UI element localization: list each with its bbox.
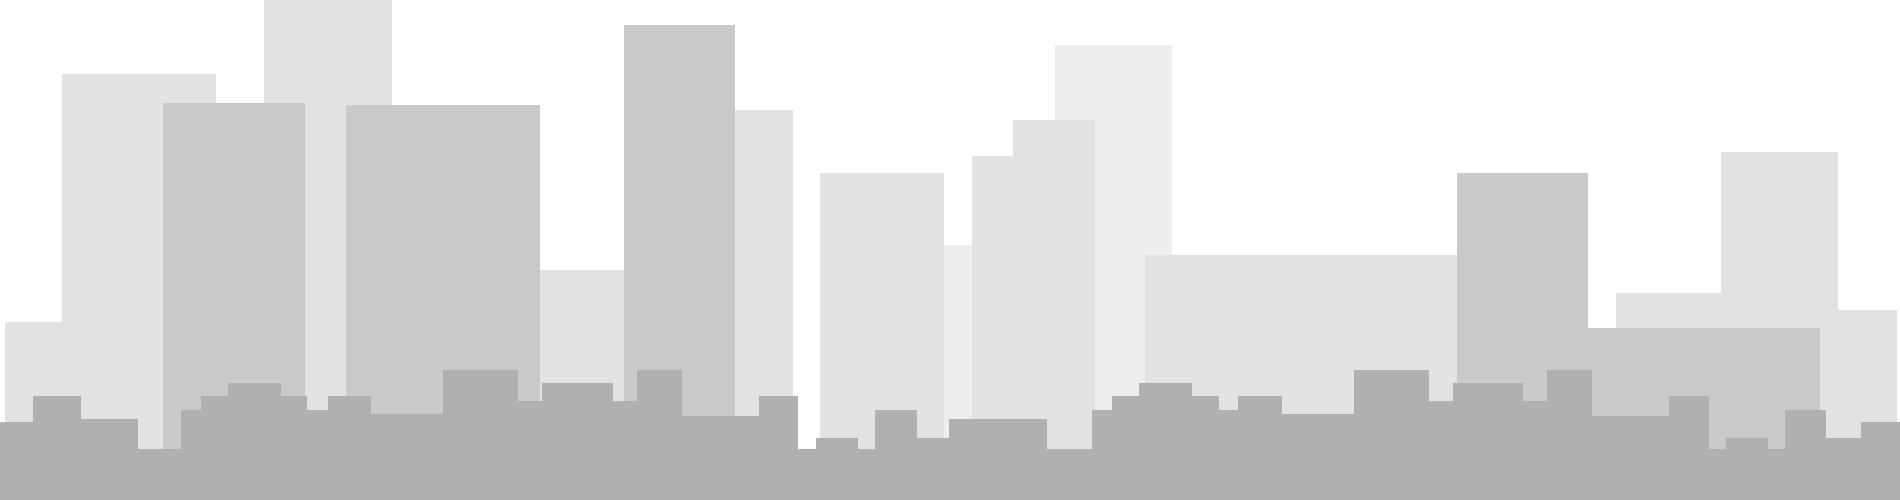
building-shape [1139, 383, 1192, 500]
building-shape [1238, 396, 1282, 500]
building-shape [637, 370, 682, 500]
building-shape [1453, 383, 1523, 500]
building-shape [137, 449, 181, 500]
building-shape [443, 370, 518, 500]
building-shape [816, 438, 858, 500]
building-shape [759, 396, 798, 500]
building-shape [1669, 396, 1709, 500]
building-shape [81, 419, 138, 500]
building-shape [990, 419, 1047, 500]
building-shape [1547, 370, 1592, 500]
building-shape [1861, 422, 1900, 500]
building-shape [0, 422, 34, 500]
building-shape [1592, 416, 1669, 500]
building-shape [949, 419, 990, 500]
building-shape [371, 414, 443, 500]
building-shape [1726, 438, 1768, 500]
building-shape [1282, 414, 1354, 500]
building-shape [1785, 410, 1826, 500]
building-shape [682, 416, 759, 500]
building-shape [875, 410, 917, 500]
building-shape [33, 396, 81, 500]
building-shape [228, 383, 281, 500]
building-shape [1354, 370, 1429, 500]
building-shape [1047, 449, 1092, 500]
building-shape [1826, 438, 1861, 500]
building-shape [328, 396, 371, 500]
building-shape [917, 438, 949, 500]
building-shape [542, 383, 613, 500]
